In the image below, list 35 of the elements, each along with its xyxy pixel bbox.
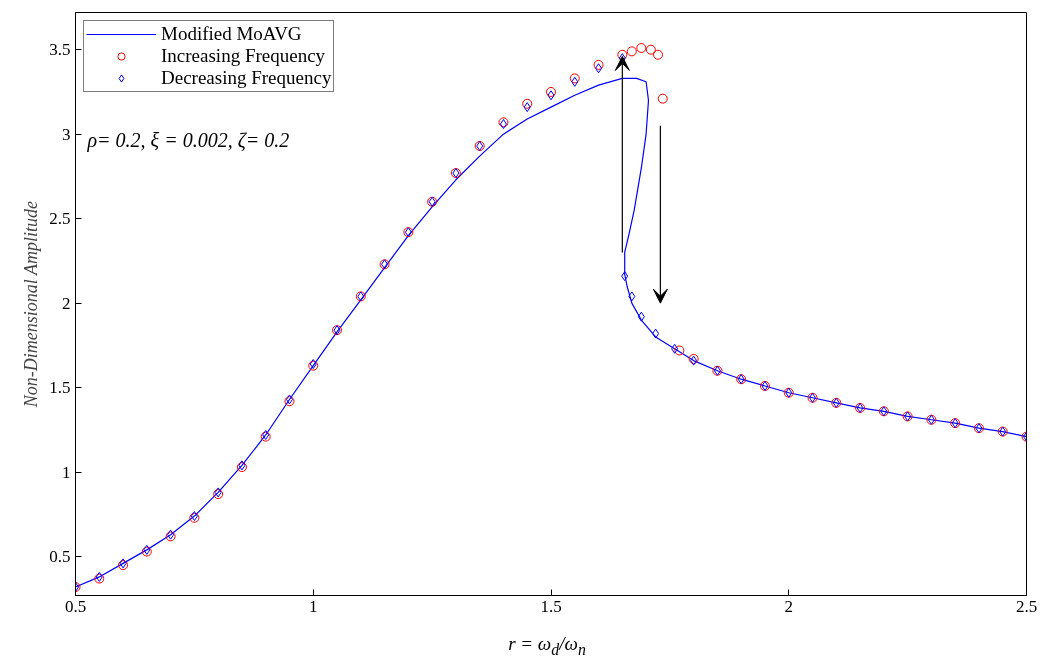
point (593, 59, 604, 70)
x-tick-label: 2 (784, 596, 793, 616)
point (523, 102, 531, 113)
y-tick-label: 0.5 (49, 547, 71, 567)
x-axis-title: r = ω$_{d}$/ω$_{n}$ (507, 632, 587, 660)
point (617, 49, 628, 60)
point (671, 343, 679, 354)
point (621, 271, 629, 282)
y-tick-label: 2.5 (49, 209, 71, 229)
point (645, 44, 656, 55)
y-tick-label: 1 (62, 462, 71, 482)
point (628, 291, 636, 302)
y-tick-label: 3 (62, 124, 71, 144)
legend-label: Decreasing Frequency (161, 67, 332, 89)
annotation: ρ= 0.2, ξ = 0.002, ζ= 0.2 (86, 128, 290, 152)
x-tick-label: 1.5 (540, 596, 562, 616)
legend-label: Modified MoAVG (161, 23, 302, 45)
point (595, 63, 603, 74)
point (626, 46, 637, 57)
y-tick-label: 3.5 (49, 40, 71, 60)
y-tick-label: 2 (62, 293, 71, 313)
point (522, 98, 533, 109)
point (637, 311, 645, 322)
point (652, 49, 663, 60)
y-tick-label: 1.5 (49, 378, 71, 398)
x-tick-label: 2.5 (1015, 596, 1038, 616)
legend-label: Increasing Frequency (161, 45, 326, 67)
y-axis-title: Non-Dimensional Amplitude (21, 201, 42, 409)
point (674, 345, 685, 356)
point (652, 328, 660, 339)
point (636, 43, 647, 53)
point (657, 93, 668, 104)
point (547, 90, 555, 101)
x-tick-label: 1 (309, 596, 318, 616)
point (546, 86, 556, 97)
